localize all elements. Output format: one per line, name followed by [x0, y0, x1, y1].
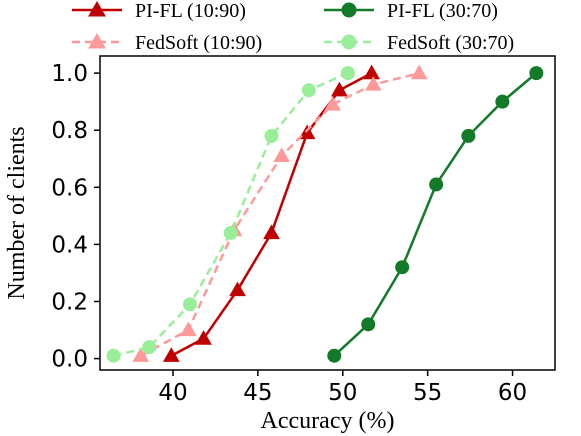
legend-entry: FedSoft (30:70)	[324, 32, 514, 54]
data-point	[195, 330, 212, 345]
legend-entry: PI-FL (30:70)	[324, 0, 498, 22]
legend-label: PI-FL (10:90)	[135, 0, 246, 22]
legend-label: PI-FL (30:70)	[387, 0, 498, 22]
x-axis-title: Accuracy (%)	[261, 408, 395, 434]
data-point	[142, 340, 157, 355]
data-point	[223, 225, 238, 240]
data-point	[363, 64, 380, 80]
data-point	[395, 260, 410, 275]
x-tick-label: 40	[158, 380, 187, 406]
y-axis-title: Number of clients	[4, 126, 30, 299]
x-tick-label: 55	[413, 380, 442, 406]
data-point	[461, 128, 476, 143]
series-layer	[106, 64, 544, 363]
series-line	[333, 72, 538, 357]
x-tick-label: 60	[498, 380, 527, 406]
data-point	[365, 76, 382, 91]
data-point	[327, 348, 342, 363]
legend-marker	[88, 0, 106, 17]
data-point	[273, 147, 290, 163]
data-point	[106, 348, 121, 363]
data-point	[301, 83, 316, 98]
series-1	[162, 64, 380, 362]
x-axis: 40 45 50 55 60	[158, 370, 527, 406]
legend-entry: FedSoft (10:90)	[72, 32, 262, 54]
data-point	[264, 128, 279, 143]
data-point	[229, 281, 246, 297]
y-axis: 0.0 0.2 0.4 0.6 0.8 1.0	[51, 61, 100, 373]
data-point	[331, 81, 348, 97]
data-point	[361, 317, 376, 332]
series-line	[113, 71, 349, 357]
data-point	[324, 96, 341, 111]
data-point	[495, 94, 510, 109]
data-point	[429, 177, 444, 192]
series-2	[132, 64, 428, 362]
y-tick-label: 0.2	[51, 289, 88, 315]
data-point	[132, 347, 150, 362]
x-tick-label: 45	[243, 380, 272, 406]
y-tick-label: 0.6	[51, 175, 88, 201]
data-point	[162, 347, 180, 362]
y-tick-label: 0.4	[51, 232, 88, 258]
x-tick-label: 50	[328, 380, 357, 406]
y-tick-label: 0.8	[51, 118, 88, 144]
series-line	[170, 72, 373, 357]
data-point	[179, 321, 197, 337]
data-point	[410, 64, 428, 80]
y-tick-label: 1.0	[51, 61, 88, 87]
data-point	[263, 224, 280, 240]
legend-label: FedSoft (30:70)	[387, 32, 514, 54]
data-point	[182, 297, 197, 312]
data-point	[340, 66, 355, 81]
legend-entry: PI-FL (10:90)	[72, 0, 246, 22]
legend-label: FedSoft (10:90)	[135, 32, 262, 54]
legend-marker	[341, 34, 357, 50]
series-4	[106, 66, 355, 363]
y-tick-label: 0.0	[51, 347, 88, 373]
legend-marker	[88, 32, 106, 49]
legend: PI-FL (10:90) FedSoft (10:90) PI-FL (30:70…	[72, 0, 514, 54]
data-point	[529, 66, 544, 81]
plot-frame	[99, 55, 556, 371]
data-point	[298, 124, 316, 140]
legend-marker	[341, 2, 357, 18]
series-3	[327, 66, 544, 363]
